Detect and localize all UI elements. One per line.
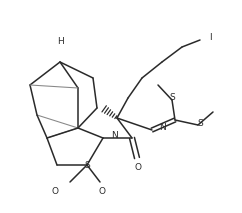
Text: S: S [84, 161, 90, 170]
Text: N: N [112, 131, 118, 140]
Text: S: S [169, 94, 175, 102]
Text: S: S [197, 118, 203, 128]
Text: O: O [52, 187, 59, 197]
Text: H: H [57, 37, 63, 46]
Text: N: N [159, 124, 165, 132]
Text: O: O [135, 164, 142, 173]
Text: I: I [209, 33, 211, 43]
Text: O: O [98, 187, 106, 197]
